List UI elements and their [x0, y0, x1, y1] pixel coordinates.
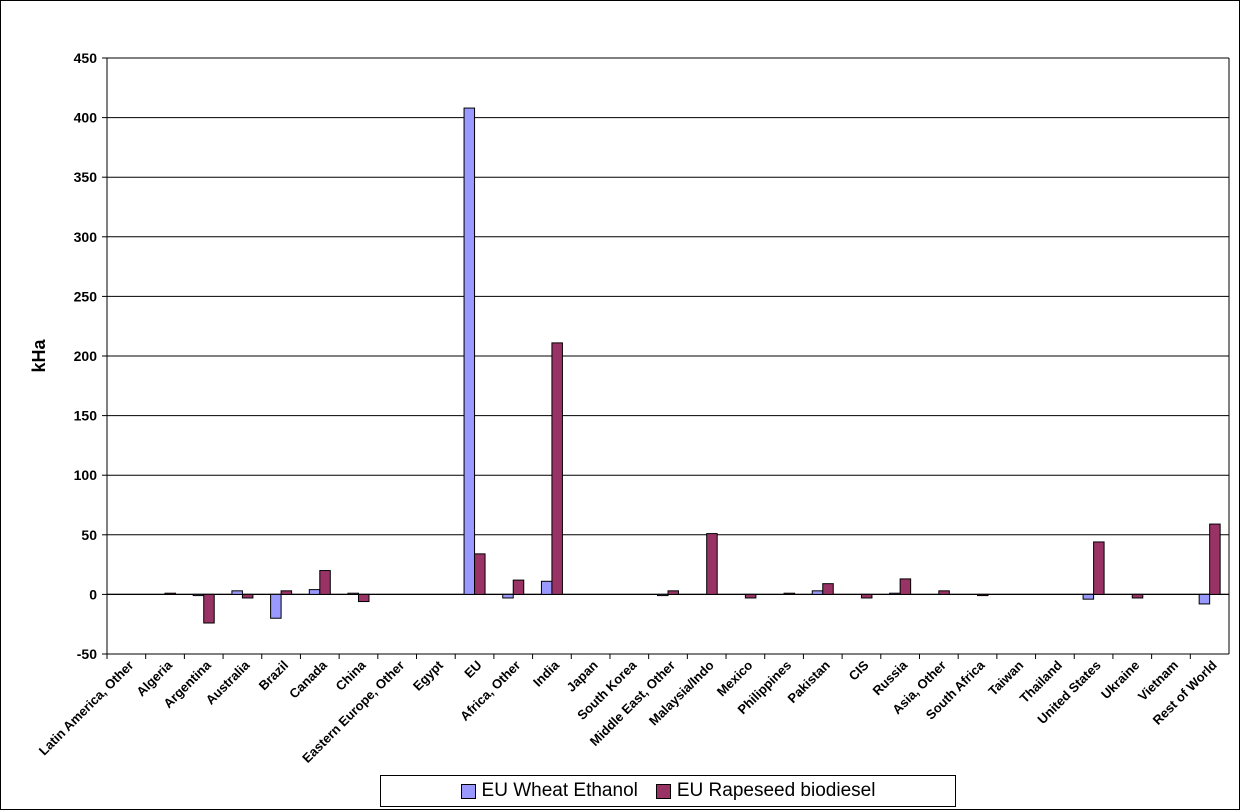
bar-rapeseed-biodiesel [860, 593, 873, 599]
y-tick-label: 450 [74, 50, 98, 66]
x-tick-label: Latin America, Other [36, 658, 137, 759]
y-tick-label: 150 [74, 408, 98, 424]
bar-wheat-ethanol [1082, 593, 1095, 600]
bar-chart: 450 400 350 300 250 200 150 100 50 0 -50 kHa Latin A… [29, 50, 1230, 766]
x-tick-label: Egypt [410, 657, 447, 694]
bar-wheat-ethanol [231, 590, 243, 595]
bar-rapeseed-biodiesel [280, 590, 293, 595]
bar-wheat-ethanol [308, 589, 321, 595]
legend-label-wheat-ethanol: EU Wheat Ethanol [481, 780, 638, 801]
x-tick-label: India [530, 657, 563, 690]
y-tick-label: -50 [77, 646, 97, 662]
bar-rapeseed-biodiesel [899, 578, 912, 595]
legend-label-rapeseed-biodiesel: EU Rapeseed biodiesel [676, 780, 876, 801]
y-tick-label: 350 [74, 169, 98, 185]
x-tick-label: Japan [564, 657, 601, 694]
bar-rapeseed-biodiesel [1131, 593, 1144, 599]
bar-rapeseed-biodiesel [241, 593, 254, 599]
bar-rapeseed-biodiesel [1093, 541, 1105, 595]
bar-wheat-ethanol [540, 580, 553, 595]
y-tick-label: 0 [89, 586, 97, 602]
legend: EU Wheat Ethanol EU Rapeseed biodiesel [380, 775, 956, 807]
x-tick-label: Canada [286, 657, 330, 701]
x-tick-label: Brazil [256, 658, 292, 694]
bar-rapeseed-biodiesel [783, 592, 796, 595]
bar-rapeseed-biodiesel [744, 593, 757, 599]
y-tick-label: 200 [74, 348, 98, 364]
bar-rapeseed-biodiesel [706, 533, 718, 595]
y-tick-label: 50 [81, 527, 97, 543]
legend-item-wheat-ethanol: EU Wheat Ethanol [460, 780, 638, 802]
bar-rapeseed-biodiesel [203, 593, 215, 624]
bar-rapeseed-biodiesel [667, 590, 679, 595]
bar-wheat-ethanol [347, 592, 359, 595]
x-tick-label: CIS [846, 657, 872, 683]
y-axis-title: kHa [29, 339, 49, 373]
bar-wheat-ethanol [657, 593, 669, 597]
bar-wheat-ethanol [502, 593, 514, 599]
bar-wheat-ethanol [270, 593, 282, 619]
x-tick-label: China [332, 657, 369, 694]
bar-rapeseed-biodiesel [319, 570, 331, 595]
bar-wheat-ethanol [889, 592, 901, 595]
bar-wheat-ethanol [463, 107, 476, 595]
legend-swatch-wheat-ethanol [460, 783, 476, 799]
bar-wheat-ethanol [192, 593, 205, 597]
legend-swatch-rapeseed-biodiesel [655, 783, 671, 799]
bar-rapeseed-biodiesel [1209, 523, 1221, 595]
bar-rapeseed-biodiesel [357, 593, 370, 603]
x-tick-label: Pakistan [784, 657, 832, 705]
bar-rapeseed-biodiesel [512, 579, 525, 595]
y-tick-label: 100 [74, 467, 98, 483]
bar-rapeseed-biodiesel [977, 593, 989, 597]
y-tick-label: 300 [74, 229, 98, 245]
x-tick-label: EU [461, 658, 484, 681]
legend-item-rapeseed-biodiesel: EU Rapeseed biodiesel [655, 780, 876, 802]
bar-rapeseed-biodiesel [822, 583, 834, 595]
y-tick-label: 250 [74, 288, 98, 304]
y-tick-label: 400 [74, 110, 98, 126]
bar-rapeseed-biodiesel [164, 592, 177, 595]
bar-wheat-ethanol [811, 590, 824, 595]
bar-rapeseed-biodiesel [938, 590, 950, 595]
bar-rapeseed-biodiesel [551, 342, 563, 595]
bar-wheat-ethanol [1198, 593, 1211, 605]
bar-rapeseed-biodiesel [474, 553, 486, 595]
